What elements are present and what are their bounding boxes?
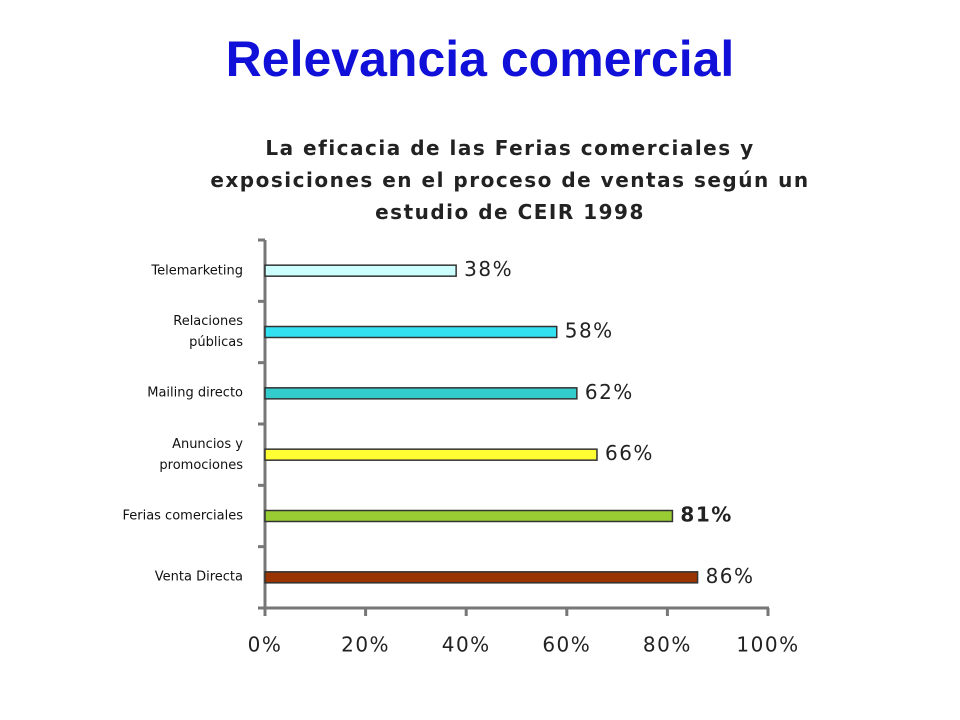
- x-tick-label: 20%: [341, 633, 390, 657]
- value-label: 38%: [464, 257, 513, 281]
- category-label: Venta Directa: [154, 569, 243, 585]
- value-label: 81%: [680, 503, 732, 527]
- value-label: 66%: [605, 441, 654, 465]
- bar: [264, 264, 457, 277]
- bar: [264, 448, 598, 461]
- category-label: Mailing directo: [147, 385, 243, 401]
- bar: [264, 509, 674, 523]
- slide-title: Relevancia comercial: [225, 31, 735, 87]
- x-tick-label: 80%: [643, 633, 692, 657]
- bar: [264, 387, 578, 400]
- value-label: 58%: [565, 319, 614, 343]
- category-label: Ferias comerciales: [122, 508, 243, 524]
- bar: [264, 571, 699, 584]
- category-label: Anuncios y promociones: [159, 436, 243, 473]
- x-tick-label: 40%: [442, 633, 491, 657]
- x-tick-label: 100%: [736, 633, 799, 657]
- value-label: 86%: [706, 564, 755, 588]
- category-label: Telemarketing: [151, 263, 243, 279]
- value-label: 62%: [585, 380, 634, 404]
- x-tick-label: 60%: [542, 633, 591, 657]
- chart-title: La eficacia de las Ferias comerciales y …: [210, 136, 810, 224]
- bar: [264, 325, 558, 339]
- category-label: Relaciones públicas: [173, 314, 243, 350]
- x-tick-label: 0%: [248, 633, 283, 657]
